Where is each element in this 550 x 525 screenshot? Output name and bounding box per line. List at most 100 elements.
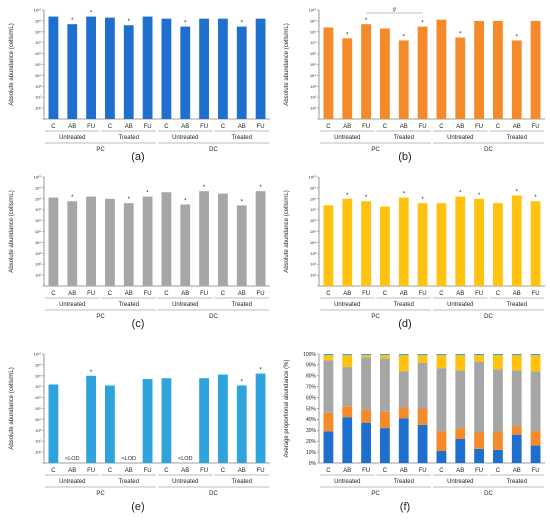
category-label: AB [343,124,351,130]
category-label: FU [362,291,370,297]
y-tick-label: 10⁹ [35,185,41,190]
bar [236,26,247,119]
bar [86,16,96,119]
bar [511,40,522,119]
y-tick-label: 10³ [35,251,41,256]
significance-marker: * [403,34,406,40]
category-label: FU [419,291,427,297]
panel-label: (b) [398,151,411,163]
category-label: C [326,291,331,297]
y-tick-label: 10¹ [35,106,41,111]
stack-segment [342,354,353,356]
bar [436,19,447,119]
category-label: C [383,468,388,474]
y-tick-label: 10⁹ [310,18,316,23]
stack-segment [361,354,371,356]
stack-segment [511,434,522,463]
bar [180,204,191,286]
y-tick-label: 10⁵ [35,62,41,67]
category-label: AB [125,124,133,130]
category-label: AB [68,291,76,297]
y-tick-label: 10⁷ [35,384,41,389]
y-tick-label: 10⁴ [310,240,316,245]
y-tick-label: 10¹⁰ [309,175,317,180]
category-label: C [496,468,501,474]
condition-label: PC [371,491,380,497]
chart-panel-3: 10¹ 10² 10³ 10⁴ 10⁵ 10⁶ 10⁷ 10⁸ 10⁹ 10¹⁰ Absolute … [284,175,545,330]
y-tick-label: 10¹⁰ [34,8,42,13]
stack-segment [380,411,390,429]
y-tick-label: 10¹ [310,106,316,111]
stack-segment [455,439,466,463]
significance-marker: * [259,368,262,374]
stack-segment [493,449,503,463]
category-label: C [383,124,388,130]
stack-segment [380,428,390,463]
y-tick-label: 10¹⁰ [34,352,42,357]
category-label: FU [257,468,265,474]
category-label: AB [125,291,133,297]
y-tick-label: 10⁸ [35,373,41,378]
panel-label: (e) [131,501,144,513]
bar [199,378,209,463]
bar [180,26,191,119]
category-label: C [221,124,226,130]
bar [474,20,484,119]
category-label: AB [456,468,464,474]
treatment-label: Untreated [172,479,198,485]
category-label: C [326,468,331,474]
significance-marker: * [421,21,424,27]
stack-segment [474,432,484,449]
condition-label: DC [209,491,218,497]
bar [398,197,409,286]
significance-marker: * [403,192,406,198]
stack-segment [455,355,466,371]
y-tick-label: 10¹ [35,450,41,455]
y-tick-label: 10% [306,450,317,456]
y-tick-label: 10¹⁰ [34,175,42,180]
condition-label: DC [209,147,218,153]
category-label: FU [257,291,265,297]
category-label: AB [456,291,464,297]
y-tick-label: 80% [306,374,317,380]
stack-segment [361,422,371,463]
stack-segment [361,357,371,410]
bar [142,196,153,286]
category-label: C [164,468,169,474]
significance-marker: * [146,191,149,197]
y-tick-label: 10² [310,262,316,267]
significance-marker: * [241,21,244,27]
treatment-label: Treated [507,479,527,485]
significance-marker: * [534,195,537,201]
stack-segment [398,407,409,419]
y-tick-label: 10⁷ [35,207,41,212]
condition-label: DC [484,314,493,320]
treatment-label: Treated [394,302,414,308]
category-label: C [383,291,388,297]
significance-marker: * [259,185,262,191]
panel-label: (a) [131,151,144,163]
y-tick-label: 10¹ [310,273,316,278]
stack-segment [342,406,353,418]
significance-marker: * [241,379,244,385]
stack-segment [493,354,503,356]
category-label: AB [181,124,189,130]
condition-label: DC [209,314,218,320]
panel-label: (c) [132,318,145,330]
category-label: AB [513,291,521,297]
stack-segment [361,355,371,358]
y-tick-label: 10⁸ [35,29,41,34]
stack-segment [455,370,466,429]
bar [105,17,115,119]
category-label: AB [181,468,189,474]
stack-segment [436,431,447,452]
stack-segment [474,355,484,362]
stack-segment [398,418,409,463]
category-label: FU [200,291,208,297]
category-label: C [439,468,444,474]
y-axis-title: Absolute abundance (cells/mL) [284,190,290,272]
category-label: FU [532,291,540,297]
bar [361,201,371,286]
category-label: FU [532,468,540,474]
